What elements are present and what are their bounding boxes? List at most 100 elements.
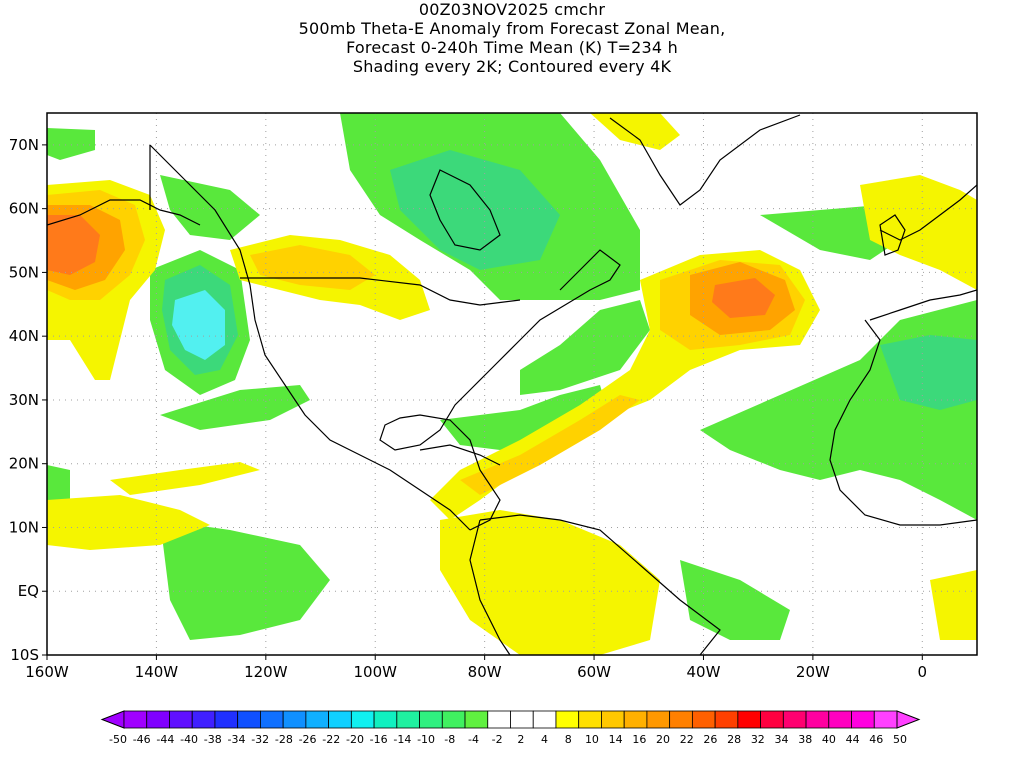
colorbar-swatch (510, 710, 534, 729)
colorbar-label: 40 (822, 733, 836, 746)
colorbar-label: 32 (751, 733, 765, 746)
coast-cuba (419, 444, 501, 466)
lat-tick-label: 50N (9, 263, 39, 281)
title-line-1: 00Z03NOV2025 cmchr (418, 0, 606, 19)
gold-region-plains (250, 245, 375, 290)
colorbar-label: 46 (869, 733, 883, 746)
colorbar-swatch (714, 710, 739, 729)
colorbar-label: -14 (393, 733, 411, 746)
colorbar-swatch (532, 710, 557, 729)
colorbar-swatch (828, 710, 852, 729)
colorbar-swatch (260, 710, 284, 729)
green-region-atlantic-north (520, 300, 650, 395)
colorbar-label: 38 (798, 733, 812, 746)
colorbar-label: 44 (846, 733, 860, 746)
lon-tick-label: 20W (796, 663, 830, 681)
coast-north-america-west (149, 144, 471, 531)
colorbar-label: -20 (346, 733, 364, 746)
coast-gulf-east (379, 249, 621, 531)
lon-tick-label: 120W (244, 663, 288, 681)
colorbar-swatch (851, 710, 875, 729)
us-canada-border (240, 277, 521, 306)
yellow-region-europe (860, 175, 977, 290)
grid-lines (47, 113, 977, 655)
colorbar-label: 28 (727, 733, 741, 746)
colorbar-swatch (441, 710, 466, 729)
yellow-region-pacific-band (110, 462, 260, 495)
colorbar-label: -8 (444, 733, 455, 746)
lat-tick-label: EQ (18, 582, 39, 600)
lon-tick-label: 140W (135, 663, 179, 681)
colorbar-swatch (691, 710, 716, 729)
colorbar-label: 14 (609, 733, 623, 746)
colorbar-label: 2 (517, 733, 524, 746)
orangered-region-atlantic (712, 278, 775, 318)
coast-alaska (47, 199, 201, 226)
colorbar-swatch (646, 710, 671, 729)
gold-region-caribbean-plume (460, 395, 640, 495)
colorbar-label: 4 (541, 733, 548, 746)
yellow-region-arctic (590, 113, 680, 150)
colorbar-swatch (805, 710, 830, 729)
cyan-region-east-pacific (172, 290, 225, 360)
colorbar-label: -10 (417, 733, 435, 746)
colorbar-label: -32 (251, 733, 269, 746)
colorbar-label: 22 (680, 733, 694, 746)
colorbar-label: -40 (180, 733, 198, 746)
longitude-axis: 160W 140W 120W 100W 80W 60W 40W 20W 0 (25, 655, 927, 681)
green-region-top-left (47, 128, 95, 160)
plot-frame (46, 112, 978, 656)
colorbar-label: -26 (299, 733, 317, 746)
coast-hudson-bay (429, 169, 501, 251)
teal-region-canada (390, 150, 560, 270)
colorbar-swatch (487, 710, 511, 729)
colorbar-swatch (214, 710, 239, 729)
colorbar-arrow-right (896, 710, 921, 729)
colorbar-swatch (578, 710, 602, 729)
yellow-region-pacific-south (47, 495, 210, 550)
lon-tick-label: 40W (687, 663, 721, 681)
colorbar-swatch (282, 710, 307, 729)
colorbar-swatch (328, 710, 352, 729)
colorbar-swatch (782, 710, 807, 729)
title-line-2: 500mb Theta-E Anomaly from Forecast Zona… (298, 19, 726, 38)
colorbar-label: -38 (204, 733, 222, 746)
colorbar-swatch (873, 710, 898, 729)
title-line-4: Shading every 2K; Contoured every 4K (352, 57, 672, 76)
colorbar-swatch (623, 710, 648, 729)
coast-greenland (609, 114, 801, 206)
colorbar-label: 16 (632, 733, 646, 746)
lat-tick-label: 40N (9, 327, 39, 345)
colorbar-swatch (601, 710, 625, 729)
lat-tick-label: 30N (9, 391, 39, 409)
colorbar-swatch (146, 710, 170, 729)
colorbar: -50 -46 -44 -40 -38 -34 -32 -28 -26 -22 -20 -16 -14-… (100, 710, 921, 746)
coast-europe (869, 184, 977, 321)
coast-africa (829, 319, 977, 526)
colorbar-label: -50 (109, 733, 127, 746)
lon-tick-label: 80W (468, 663, 502, 681)
lon-tick-label: 100W (354, 663, 398, 681)
colorbar-swatch (237, 710, 261, 729)
green-region-alaska (160, 175, 260, 240)
lat-tick-label: 10S (10, 646, 39, 664)
colorbar-label: 8 (565, 733, 572, 746)
colorbar-label: -2 (492, 733, 503, 746)
lon-tick-label: 160W (25, 663, 69, 681)
colorbar-label: 50 (893, 733, 907, 746)
title-line-3: Forecast 0-240h Time Mean (K) T=234 h (346, 38, 678, 57)
coast-uk (879, 214, 906, 256)
colorbar-label: 34 (775, 733, 789, 746)
colorbar-label: -4 (468, 733, 479, 746)
colorbar-label: 26 (703, 733, 717, 746)
colorbar-label: -22 (322, 733, 340, 746)
colorbar-swatch (760, 710, 784, 729)
colorbar-swatch (419, 710, 443, 729)
coast-south-america (469, 514, 721, 655)
colorbar-swatch (737, 710, 761, 729)
colorbar-label: -34 (228, 733, 246, 746)
colorbar-swatch (373, 710, 398, 729)
green-region-gulf (470, 420, 500, 445)
colorbar-swatch (305, 710, 330, 729)
